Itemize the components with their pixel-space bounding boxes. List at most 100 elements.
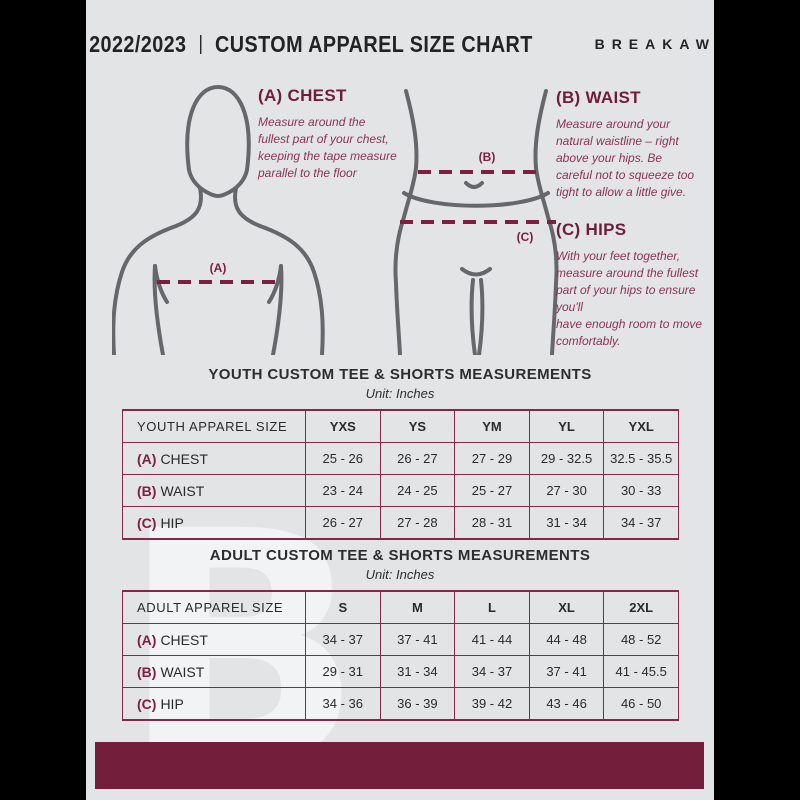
right-inseam	[477, 278, 485, 355]
adult-section-title: ADULT CUSTOM TEE & SHORTS MEASUREMENTS	[209, 547, 591, 564]
col-header: YL	[528, 409, 605, 443]
table-row: (C) HIP 34 - 36 36 - 39 39 - 42 43 - 46 4…	[122, 687, 679, 721]
size-cell: 31 - 34	[379, 655, 456, 688]
waist-heading: (B) WAIST	[556, 88, 641, 107]
row-prefix: (B)	[137, 663, 157, 680]
size-cell: 26 - 27	[305, 506, 381, 540]
row-prefix: (C)	[137, 514, 157, 531]
size-cell: 37 - 41	[528, 655, 605, 688]
row-prefix: (C)	[137, 695, 157, 712]
row-label-hip: (C) HIP	[122, 506, 306, 540]
row-prefix: (A)	[137, 631, 157, 648]
upper-body-figure: (A)	[112, 84, 325, 355]
size-cell: 34 - 36	[305, 687, 381, 721]
size-cell: 25 - 27	[454, 474, 530, 507]
size-cell: 31 - 34	[528, 506, 605, 540]
col-header: L	[454, 590, 530, 624]
col-header: S	[305, 590, 381, 624]
col-header: 2XL	[603, 590, 679, 624]
chest-body-text: Measure around the fullest part of your …	[258, 115, 397, 181]
size-cell: 37 - 41	[379, 623, 456, 656]
header-title-group: 2022/2023 | CUSTOM APPAREL SIZE CHART	[89, 31, 533, 58]
size-cell: 29 - 32.5	[528, 442, 605, 475]
youth-size-table: YOUTH APPAREL SIZE YXS YS YM YL YXL (A) C…	[122, 409, 679, 540]
size-cell: 30 - 33	[603, 474, 679, 507]
size-cell: 24 - 25	[379, 474, 456, 507]
brand-name: BREAKAWAY	[594, 36, 714, 52]
row-label-waist: (B) WAIST	[122, 655, 306, 688]
footer-bar	[95, 742, 704, 789]
table-row: (B) WAIST 29 - 31 31 - 34 34 - 37 37 - 41…	[122, 655, 679, 688]
size-cell: 41 - 45.5	[603, 655, 679, 688]
size-cell: 29 - 31	[305, 655, 381, 688]
adult-unit-label: Unit: Inches	[365, 567, 435, 582]
table-row: (A) CHEST 25 - 26 26 - 27 27 - 29 29 - 32…	[122, 442, 679, 475]
row-name: HIP	[160, 514, 184, 531]
row-name: HIP	[160, 695, 184, 712]
chest-instructions: (A) CHEST Measure around the fullest par…	[258, 86, 398, 182]
hips-instructions: (C) HIPS With your feet together, measur…	[556, 220, 704, 350]
table-row: (A) CHEST 34 - 37 37 - 41 41 - 44 44 - 48…	[122, 623, 679, 656]
size-cell: 23 - 24	[305, 474, 381, 507]
chest-heading: (A) CHEST	[258, 86, 347, 105]
row-name: WAIST	[160, 482, 205, 499]
row-label-hip: (C) HIP	[122, 687, 306, 721]
row-name: CHEST	[160, 450, 208, 467]
right-torso-outline	[533, 89, 559, 355]
size-cell: 34 - 37	[305, 623, 381, 656]
col-header: XL	[528, 590, 605, 624]
left-inseam	[469, 278, 477, 355]
size-cell: 46 - 50	[603, 687, 679, 721]
size-cell: 34 - 37	[454, 655, 530, 688]
size-cell: 36 - 39	[379, 687, 456, 721]
size-cell: 32.5 - 35.5	[603, 442, 679, 475]
size-chart-page: B 2022/2023 | CUSTOM APPAREL SIZE CHART …	[86, 0, 714, 800]
youth-size-header-cell: YOUTH APPAREL SIZE	[122, 409, 306, 443]
size-cell: 43 - 46	[528, 687, 605, 721]
size-cell: 27 - 29	[454, 442, 530, 475]
chest-line-label: (A)	[210, 261, 227, 275]
size-cell: 34 - 37	[603, 506, 679, 540]
size-cell: 41 - 44	[454, 623, 530, 656]
size-cell: 39 - 42	[454, 687, 530, 721]
waist-body-text: Measure around your natural waistline – …	[556, 117, 695, 200]
season-label: 2022/2023	[88, 30, 187, 57]
size-cell: 48 - 52	[603, 623, 679, 656]
row-label-chest: (A) CHEST	[122, 442, 306, 475]
size-cell: 27 - 28	[379, 506, 456, 540]
row-name: WAIST	[160, 663, 205, 680]
size-cell: 28 - 31	[454, 506, 530, 540]
table-row: (B) WAIST 23 - 24 24 - 25 25 - 27 27 - 30…	[122, 474, 679, 507]
page-header: 2022/2023 | CUSTOM APPAREL SIZE CHART B …	[86, 24, 714, 64]
row-name: CHEST	[160, 631, 208, 648]
lower-body-figure: (B) (C)	[393, 89, 559, 355]
navel-mark	[464, 181, 484, 189]
waist-line-label: (B)	[479, 150, 496, 164]
left-torso-outline	[393, 89, 419, 355]
hip-line-label: (C)	[517, 230, 534, 244]
col-header: YXS	[305, 409, 381, 443]
head-outline	[185, 84, 251, 199]
adult-header-row: ADULT APPAREL SIZE S M L XL 2XL	[122, 590, 679, 624]
adult-size-header-cell: ADULT APPAREL SIZE	[122, 590, 306, 624]
size-cell: 27 - 30	[528, 474, 605, 507]
size-cell: 26 - 27	[379, 442, 456, 475]
size-cell: 44 - 48	[528, 623, 605, 656]
hips-heading: (C) HIPS	[556, 220, 627, 239]
title-separator: |	[198, 32, 203, 55]
waist-instructions: (B) WAIST Measure around your natural wa…	[556, 88, 698, 201]
row-prefix: (B)	[137, 482, 157, 499]
right-shoulder-arm	[233, 186, 325, 355]
table-row: (C) HIP 26 - 27 27 - 28 28 - 31 31 - 34 3…	[122, 506, 679, 540]
left-shoulder-arm	[112, 186, 203, 355]
youth-header-row: YOUTH APPAREL SIZE YXS YS YM YL YXL	[122, 409, 679, 443]
abdomen-curve	[402, 191, 550, 208]
left-armpit-crease	[153, 264, 169, 304]
col-header: YXL	[603, 409, 679, 443]
adult-size-table: ADULT APPAREL SIZE S M L XL 2XL (A) CHEST…	[122, 590, 679, 721]
col-header: YS	[379, 409, 456, 443]
hips-body-text: With your feet together, measure around …	[556, 249, 703, 349]
right-armpit-crease	[267, 264, 283, 304]
col-header: YM	[454, 409, 530, 443]
